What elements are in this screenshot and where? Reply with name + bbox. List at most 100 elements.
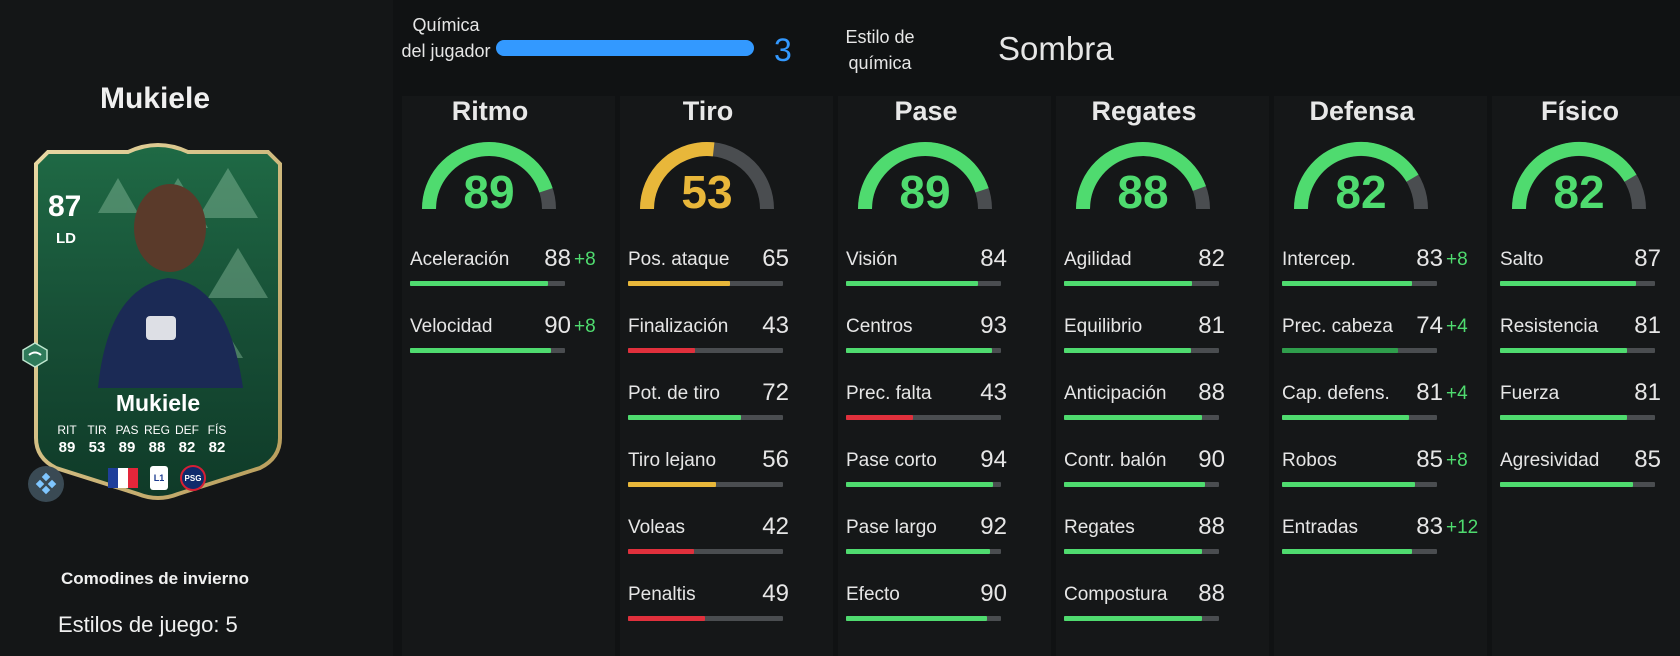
- card-stats: RIT 89 TIR 53 PAS 89 REG 88 DEF 82 FÍS 82: [52, 422, 232, 456]
- stat-row[interactable]: Aceleración 88 +8: [410, 245, 610, 316]
- stat-bar-fill: [628, 281, 730, 286]
- stat-row[interactable]: Robos 85 +8: [1282, 446, 1482, 517]
- stat-value: 82: [1198, 245, 1225, 272]
- stat-bar-fill: [1500, 281, 1637, 286]
- stat-row[interactable]: Anticipación 88: [1064, 379, 1264, 450]
- category-value: 88: [1117, 166, 1169, 218]
- stat-bar: [1282, 415, 1437, 420]
- stat-row[interactable]: Compostura 88: [1064, 580, 1264, 651]
- stat-row[interactable]: Pos. ataque 65: [628, 245, 828, 316]
- stat-row[interactable]: Agilidad 82: [1064, 245, 1264, 316]
- playstyles-count[interactable]: Estilos de juego: 5: [58, 612, 238, 637]
- category-value: 53: [681, 166, 733, 218]
- card-type: Comodines de invierno: [61, 569, 249, 588]
- gauge-fill: [1512, 142, 1637, 210]
- stat-bar: [1064, 348, 1219, 353]
- stat-row[interactable]: Pase largo 92: [846, 513, 1046, 584]
- category-gauge: 89: [419, 139, 559, 218]
- stat-row[interactable]: Cap. defens. 81 +4: [1282, 379, 1482, 450]
- evolution-icon[interactable]: [28, 466, 64, 502]
- stat-row[interactable]: Finalización 43: [628, 312, 828, 383]
- stat-bar: [846, 348, 1001, 353]
- stat-row[interactable]: Salto 87: [1500, 245, 1680, 316]
- stat-bar-fill: [846, 616, 987, 621]
- stat-value: 94: [980, 446, 1007, 473]
- category-defensa: Defensa 82 Intercep. 83 +8 Prec. cabeza 74 +4 Ca…: [1282, 96, 1482, 584]
- stat-value: 93: [980, 312, 1007, 339]
- stat-bar-fill: [628, 415, 741, 420]
- card-stat-value: 82: [208, 439, 226, 456]
- stat-boost: +8: [574, 249, 596, 270]
- stat-row[interactable]: Prec. falta 43: [846, 379, 1046, 450]
- stat-row[interactable]: Intercep. 83 +8: [1282, 245, 1482, 316]
- stat-row[interactable]: Regates 88: [1064, 513, 1264, 584]
- stat-bar-fill: [1064, 549, 1202, 554]
- stat-bar-fill: [846, 482, 994, 487]
- stat-row[interactable]: Voleas 42: [628, 513, 828, 584]
- chemistry-value: 3: [774, 32, 792, 68]
- stat-list: Aceleración 88 +8 Velocidad 90 +8: [410, 245, 610, 383]
- category-value: 89: [899, 166, 951, 218]
- stat-value: 83: [1416, 513, 1443, 540]
- stat-name: Fuerza: [1500, 383, 1560, 404]
- stat-bar-fill: [1064, 348, 1191, 353]
- stat-name: Pase largo: [846, 517, 937, 538]
- stat-bar: [1282, 348, 1437, 353]
- stat-row[interactable]: Resistencia 81: [1500, 312, 1680, 383]
- stat-row[interactable]: Pot. de tiro 72: [628, 379, 828, 450]
- category-gauge: 53: [637, 139, 777, 218]
- stat-bar: [1500, 281, 1655, 286]
- category-gauge: 82: [1509, 139, 1649, 218]
- stat-row[interactable]: Tiro lejano 56: [628, 446, 828, 517]
- stat-row[interactable]: Pase corto 94: [846, 446, 1046, 517]
- stat-bar: [410, 281, 565, 286]
- stat-row[interactable]: Visión 84: [846, 245, 1046, 316]
- category-value: 89: [463, 166, 515, 218]
- stat-bar: [846, 281, 1001, 286]
- stat-row[interactable]: Fuerza 81: [1500, 379, 1680, 450]
- stat-bar-fill: [410, 348, 551, 353]
- category-value: 82: [1553, 166, 1605, 218]
- stat-row[interactable]: Efecto 90: [846, 580, 1046, 651]
- stat-name: Entradas: [1282, 517, 1359, 538]
- stat-bar-fill: [1282, 415, 1409, 420]
- card-stat: REG 88: [142, 422, 172, 456]
- stat-row[interactable]: Velocidad 90 +8: [410, 312, 610, 383]
- stat-value: 72: [762, 379, 789, 406]
- category-title: Pase: [894, 96, 958, 126]
- stat-name: Prec. falta: [846, 383, 932, 404]
- stat-row[interactable]: Contr. balón 90: [1064, 446, 1264, 517]
- stat-row[interactable]: Entradas 83 +12: [1282, 513, 1482, 584]
- player-card[interactable]: 87 LD Mukiele RIT 89 TIR 53 PAS 89 REG 88 DE…: [28, 138, 288, 508]
- stat-bar-fill: [1282, 482, 1416, 487]
- stat-list: Agilidad 82 Equilibrio 81 Anticipación 88 Cont…: [1064, 245, 1264, 651]
- stat-bar-fill: [1500, 348, 1627, 353]
- card-stat-value: 82: [178, 439, 196, 456]
- stat-value: 88: [1198, 513, 1225, 540]
- card-player-name: Mukiele: [115, 390, 201, 416]
- stat-value: 88: [1198, 580, 1225, 607]
- stat-bar-fill: [1282, 281, 1412, 286]
- stat-row[interactable]: Penaltis 49: [628, 580, 828, 651]
- stat-boost: +8: [574, 316, 596, 337]
- stat-list: Visión 84 Centros 93 Prec. falta 43 Pase corto…: [846, 245, 1046, 651]
- gauge-arc: [1294, 142, 1428, 210]
- stat-value: 81: [1634, 379, 1661, 406]
- card-stat-value: 89: [58, 439, 76, 456]
- category-title: Físico: [1540, 96, 1620, 126]
- chem-style-value[interactable]: Sombra: [998, 30, 1114, 67]
- gauge-fill: [858, 142, 989, 210]
- playstyle-plus-icon: [22, 342, 48, 368]
- stat-row[interactable]: Equilibrio 81: [1064, 312, 1264, 383]
- stat-name: Finalización: [628, 316, 729, 337]
- stat-bar-fill: [1064, 415, 1202, 420]
- stat-bar: [628, 549, 783, 554]
- stat-bar-fill: [1064, 281, 1193, 286]
- diamond-icon: [35, 472, 57, 495]
- gauge-arc: [858, 142, 992, 210]
- card-stat: TIR 53: [82, 422, 112, 456]
- stat-value: 88: [1198, 379, 1225, 406]
- stat-row[interactable]: Agresividad 85: [1500, 446, 1680, 517]
- stat-row[interactable]: Prec. cabeza 74 +4: [1282, 312, 1482, 383]
- stat-row[interactable]: Centros 93: [846, 312, 1046, 383]
